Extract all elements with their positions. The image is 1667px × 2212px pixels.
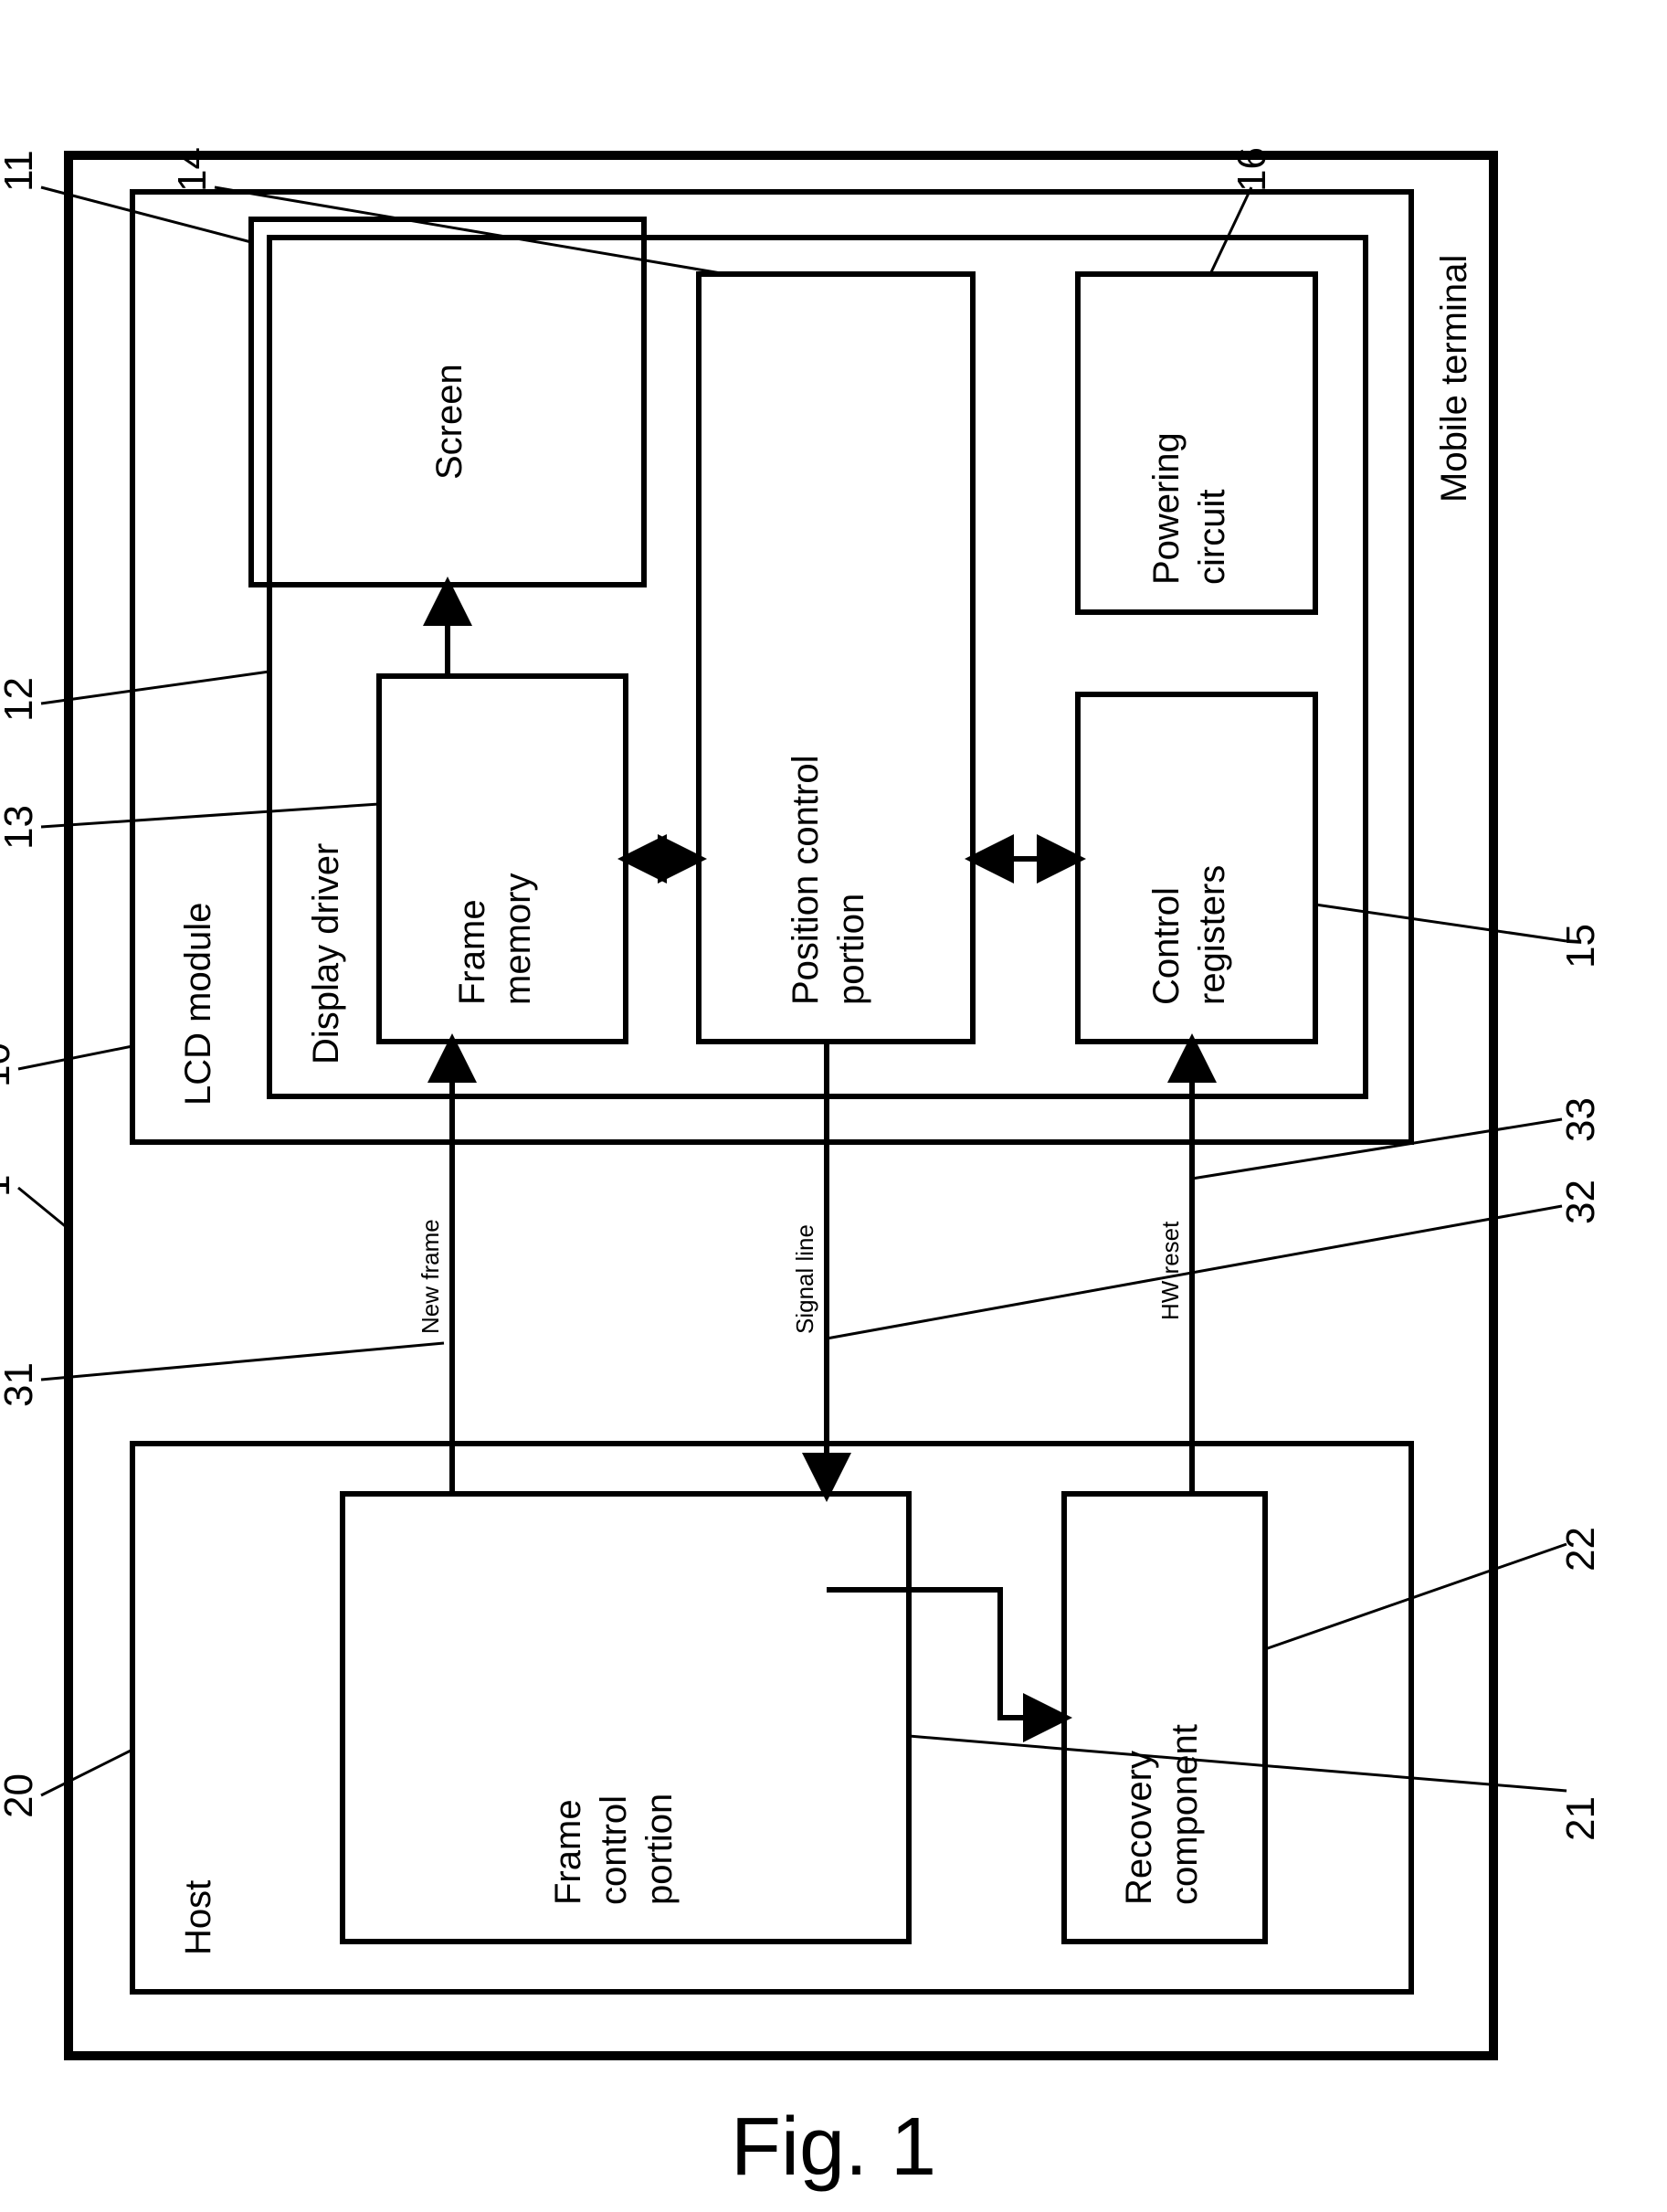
figure-caption: Fig. 1: [731, 2101, 936, 2193]
ref-15-line: [1315, 905, 1567, 941]
ref-31-line: [41, 1343, 444, 1380]
ref-33-line: [1192, 1119, 1562, 1179]
label-signal-line: Signal line: [791, 1224, 818, 1334]
label-lcd-module: LCD module: [178, 903, 218, 1106]
ref-15: 15: [1558, 924, 1603, 968]
ref-12: 12: [0, 677, 41, 722]
ref-22-line: [1265, 1544, 1567, 1649]
ref-32: 32: [1558, 1180, 1603, 1224]
diagram-canvas: Mobile terminal Host Frame control porti…: [0, 0, 1667, 2212]
ref-12-line: [41, 672, 269, 704]
ref-20-line: [41, 1750, 132, 1795]
label-control-regs-l2: registers: [1192, 865, 1232, 1005]
ref-10: 10: [0, 1042, 18, 1087]
ref-10-line: [18, 1046, 132, 1069]
ref-1: 1: [0, 1175, 18, 1197]
label-display-driver: Display driver: [306, 843, 346, 1064]
label-recovery-l1: Recovery: [1119, 1751, 1159, 1905]
label-frame-control-l2: control: [594, 1795, 634, 1905]
label-recovery-l2: component: [1165, 1724, 1205, 1905]
label-control-regs-l1: Control: [1146, 887, 1187, 1005]
label-position-control-l2: portion: [831, 894, 871, 1005]
ref-16-line: [1210, 187, 1251, 274]
label-screen: Screen: [429, 364, 470, 480]
ref-11: 11: [0, 150, 41, 192]
ref-14: 14: [170, 147, 215, 192]
ref-22: 22: [1558, 1527, 1603, 1572]
label-host: Host: [178, 1880, 218, 1955]
label-new-frame: New frame: [417, 1219, 444, 1334]
ref-13-line: [41, 804, 379, 827]
branch-signal-to-recovery: [827, 1590, 1064, 1718]
ref-20: 20: [0, 1773, 41, 1818]
label-frame-control-l1: Frame: [548, 1799, 588, 1905]
ref-21: 21: [1558, 1796, 1603, 1841]
box-mobile-terminal: [69, 155, 1493, 2056]
label-frame-memory-l1: Frame: [452, 899, 492, 1005]
label-frame-memory-l2: memory: [498, 873, 538, 1005]
label-hw-reset: HW reset: [1156, 1221, 1184, 1320]
label-powering-l1: Powering: [1146, 432, 1187, 585]
label-frame-control-l3: portion: [639, 1794, 680, 1905]
ref-1-line: [18, 1188, 69, 1229]
box-host: [132, 1444, 1411, 1992]
ref-16: 16: [1229, 147, 1274, 192]
label-mobile-terminal: Mobile terminal: [1434, 255, 1474, 503]
ref-14-line: [215, 187, 726, 274]
label-powering-l2: circuit: [1192, 490, 1232, 585]
ref-21-line: [909, 1736, 1567, 1791]
ref-31: 31: [0, 1362, 41, 1407]
label-position-control-l1: Position control: [786, 756, 826, 1005]
ref-33: 33: [1558, 1097, 1603, 1142]
ref-13: 13: [0, 805, 41, 850]
